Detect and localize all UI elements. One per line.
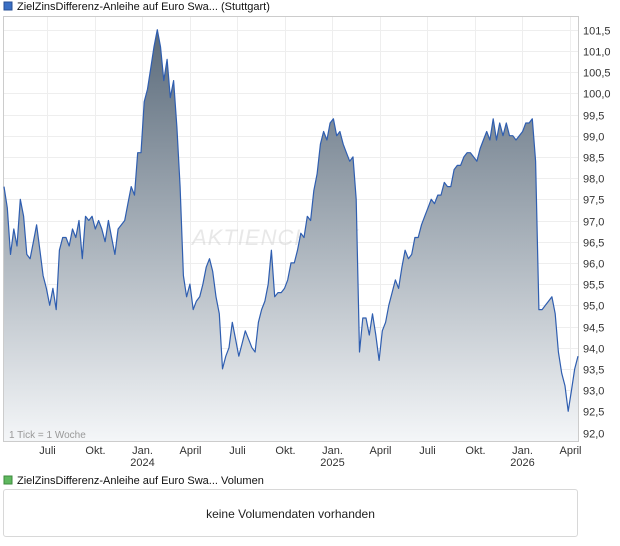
x-tick-label: Juli (39, 445, 56, 457)
x-tick-label: April (369, 445, 391, 457)
chart-title: ZielZinsDifferenz-Anleihe auf Euro Swa..… (17, 1, 270, 13)
price-legend-swatch (3, 1, 13, 11)
y-axis: 92,0 92,5 93,0 93,5 94,0 94,5 95,0 95,5 96,0 96,5… (583, 26, 611, 441)
x-tick-label: Jan. (132, 445, 153, 457)
price-line (3, 29, 579, 412)
x-tick-label: Juli (419, 445, 436, 457)
x-tick-label: Jan. (512, 445, 533, 457)
y-tick-label: 98,5 (583, 153, 604, 165)
x-tick-label: April (559, 445, 581, 457)
price-chart: ZielZinsDifferenz-Anleihe auf Euro Swa..… (3, 1, 611, 487)
y-tick-label: 96,5 (583, 238, 604, 250)
y-tick-label: 98,0 (583, 174, 604, 186)
x-tick-label: Jan. (322, 445, 343, 457)
y-tick-label: 95,0 (583, 301, 604, 313)
price-series (3, 29, 579, 441)
volume-legend-swatch (3, 475, 13, 485)
y-tick-label: 99,5 (583, 111, 604, 123)
y-tick-label: 95,5 (583, 280, 604, 292)
price-area-fill (4, 29, 578, 441)
y-tick-label: 96,0 (583, 259, 604, 271)
tick-note: 1 Tick = 1 Woche (9, 430, 86, 441)
x-tick-label: Juli (229, 445, 246, 457)
y-tick-label: 101,0 (583, 47, 611, 59)
y-tick-label: 93,0 (583, 386, 604, 398)
y-tick-label: 92,5 (583, 407, 604, 419)
y-tick-label: 97,5 (583, 195, 604, 207)
x-tick-year: 2024 (130, 457, 154, 469)
x-tick-label: April (179, 445, 201, 457)
y-tick-label: 94,5 (583, 323, 604, 335)
x-tick-label: Okt. (85, 445, 105, 457)
x-tick-year: 2026 (510, 457, 534, 469)
y-tick-label: 101,5 (583, 26, 611, 38)
y-tick-label: 97,0 (583, 217, 604, 229)
y-tick-label: 93,5 (583, 365, 604, 377)
x-tick-label: Okt. (465, 445, 485, 457)
volume-message: keine Volumendaten vorhanden (206, 507, 375, 521)
y-tick-label: 94,0 (583, 344, 604, 356)
y-tick-label: 99,0 (583, 132, 604, 144)
volume-panel: keine Volumendaten vorhanden (3, 489, 578, 537)
y-tick-label: 92,0 (583, 429, 604, 441)
volume-title: ZielZinsDifferenz-Anleihe auf Euro Swa..… (17, 475, 264, 487)
y-tick-label: 100,5 (583, 68, 611, 80)
y-tick-label: 100,0 (583, 89, 611, 101)
x-tick-label: Okt. (275, 445, 295, 457)
x-tick-year: 2025 (320, 457, 344, 469)
